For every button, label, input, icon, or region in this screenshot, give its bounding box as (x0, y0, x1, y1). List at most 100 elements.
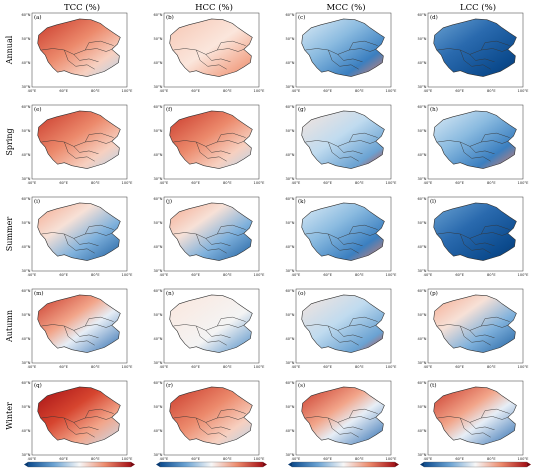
country-border (480, 224, 510, 235)
lon-tick-label: 60°E (191, 273, 200, 277)
colorbar-min-arrow (24, 462, 28, 467)
column-header-hcc: HCC (%) (195, 2, 233, 13)
lon-tick-label: 80°E (223, 457, 232, 461)
country-border (205, 48, 244, 55)
lat-tick-label: 30°N (285, 453, 294, 457)
lon-tick-label: 40°E (292, 89, 301, 93)
lon-tick-label: 40°E (292, 457, 301, 461)
country-border (328, 141, 359, 162)
lon-tick-label: 60°E (59, 273, 68, 277)
lon-tick-label: 60°E (191, 457, 200, 461)
map-panel-annual-lcc: (d) 60°N 50°N 40°N 30°N40°E 60°E 80°E 100°E (417, 12, 530, 93)
lon-tick-label: 40°E (160, 365, 169, 369)
lat-tick-label: 40°N (21, 61, 30, 65)
map-panel-annual-mcc: (c) 60°N 50°N 40°N 30°N40°E 60°E 80°E 100°E (285, 12, 397, 93)
panel-label: (e) (34, 106, 42, 113)
lon-tick-label: 40°E (28, 181, 37, 185)
central-asia-region (433, 294, 517, 353)
central-asia-region (433, 202, 517, 261)
central-asia-region (433, 386, 517, 445)
lat-tick-label: 50°N (285, 37, 294, 41)
lon-tick-label: 40°E (292, 181, 301, 185)
map-panel-annual-hcc: (b) 60°N 50°N 40°N 30°N40°E 60°E 80°E 100°E (153, 12, 265, 93)
lat-tick-label: 30°N (285, 85, 294, 89)
lat-tick-label: 40°N (417, 61, 426, 65)
column-headers: TCC (%) HCC (%) MCC (%) LCC (%) (64, 2, 496, 13)
lon-tick-label: 100°E (122, 365, 134, 369)
map-panel-autumn-hcc: (n) 60°N 50°N 40°N 30°N40°E 60°E 80°E 100°E (153, 288, 265, 369)
lon-tick-label: 80°E (355, 273, 364, 277)
lon-tick-label: 100°E (386, 365, 398, 369)
colorbar-ramp (159, 461, 264, 468)
lat-tick-label: 60°N (153, 197, 162, 201)
lat-tick-label: 30°N (417, 85, 426, 89)
lat-tick-label: 60°N (285, 197, 294, 201)
lon-tick-label: 100°E (122, 457, 134, 461)
map-panel-winter-mcc: (s) 60°N 50°N 40°N 30°N40°E 60°E 80°E 100°E (285, 380, 397, 461)
lon-tick-label: 60°E (191, 89, 200, 93)
country-border (337, 48, 376, 55)
column-header-lcc: LCC (%) (460, 2, 496, 13)
country-border (84, 132, 114, 143)
colorbar-min-arrow (156, 462, 160, 467)
colorbar-row (24, 461, 531, 468)
lat-tick-label: 50°N (417, 129, 426, 133)
lon-tick-label: 40°E (160, 273, 169, 277)
lat-tick-label: 50°N (417, 313, 426, 317)
lat-tick-label: 50°N (21, 221, 30, 225)
lat-tick-label: 50°N (153, 221, 162, 225)
country-border (348, 224, 378, 235)
lat-tick-label: 50°N (285, 313, 294, 317)
country-border (64, 325, 95, 346)
lat-tick-label: 50°N (153, 313, 162, 317)
row-header-autumn: Autumn (5, 310, 14, 343)
lon-tick-label: 80°E (487, 457, 496, 461)
country-border (84, 408, 114, 419)
lon-tick-label: 100°E (386, 273, 398, 277)
lon-tick-label: 100°E (254, 457, 266, 461)
country-border (460, 325, 491, 346)
country-border (460, 141, 491, 162)
lat-tick-label: 40°N (21, 245, 30, 249)
central-asia-region (301, 386, 385, 445)
lon-tick-label: 80°E (91, 365, 100, 369)
lat-tick-label: 60°N (21, 381, 30, 385)
lat-tick-label: 30°N (417, 269, 426, 273)
country-border (337, 232, 376, 239)
colorbar-mcc (288, 461, 399, 468)
lon-tick-label: 80°E (355, 89, 364, 93)
lon-tick-label: 100°E (518, 89, 530, 93)
lat-tick-label: 60°N (21, 289, 30, 293)
country-border (196, 417, 227, 438)
map-panel-spring-mcc: (g) 60°N 50°N 40°N 30°N40°E 60°E 80°E 100°E (285, 104, 397, 185)
panel-label: (c) (298, 14, 305, 21)
panel-label: (t) (430, 382, 437, 389)
lon-tick-label: 100°E (518, 181, 530, 185)
lat-tick-label: 40°N (285, 429, 294, 433)
country-border (469, 140, 508, 147)
lat-tick-label: 50°N (21, 313, 30, 317)
country-border (216, 224, 246, 235)
map-panel-summer-tcc: (i) 60°N 50°N 40°N 30°N40°E 60°E 80°E 100°E (21, 196, 133, 277)
country-border (337, 416, 376, 423)
country-border (205, 140, 244, 147)
central-asia-region (37, 202, 121, 261)
panel-label: (g) (298, 106, 306, 113)
lat-tick-label: 40°N (285, 61, 294, 65)
panel-label: (i) (34, 198, 40, 205)
panel-label: (j) (166, 198, 172, 205)
central-asia-region (433, 18, 517, 77)
country-border (73, 416, 112, 423)
central-asia-region (301, 110, 385, 169)
lon-tick-label: 100°E (518, 365, 530, 369)
map-panel-summer-lcc: (l) 60°N 50°N 40°N 30°N40°E 60°E 80°E 100°E (417, 196, 529, 277)
colorbar-max-arrow (527, 462, 531, 467)
lat-tick-label: 60°N (153, 105, 162, 109)
panel-label: (p) (430, 290, 438, 297)
row-header-annual: Annual (5, 35, 14, 65)
lon-tick-label: 80°E (91, 181, 100, 185)
lat-tick-label: 40°N (417, 429, 426, 433)
lat-tick-label: 30°N (153, 361, 162, 365)
lon-tick-label: 80°E (355, 365, 364, 369)
